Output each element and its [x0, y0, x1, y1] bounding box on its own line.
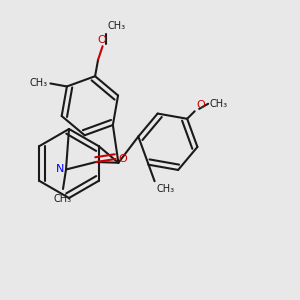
Text: CH₃: CH₃: [107, 21, 125, 31]
Text: CH₃: CH₃: [54, 194, 72, 204]
Text: CH₃: CH₃: [156, 184, 174, 194]
Text: N: N: [56, 164, 64, 175]
Text: O: O: [97, 35, 106, 45]
Text: O: O: [118, 154, 127, 164]
Text: CH₃: CH₃: [210, 99, 228, 109]
Text: CH₃: CH₃: [30, 79, 48, 88]
Text: O: O: [196, 100, 205, 110]
